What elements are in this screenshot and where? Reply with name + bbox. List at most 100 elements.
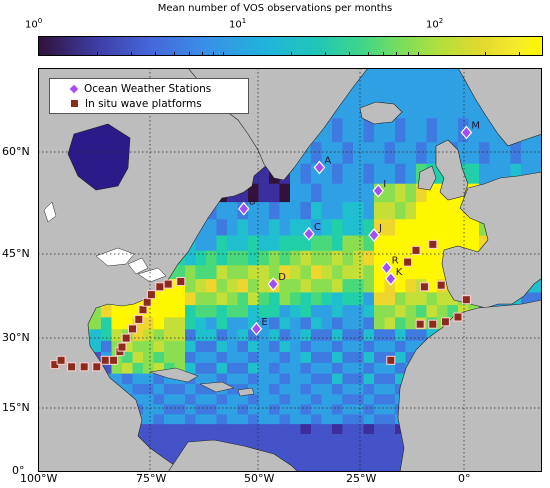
- density-cell: [132, 373, 144, 385]
- density-cell: [248, 201, 259, 220]
- density-cell: [174, 317, 186, 330]
- density-cell: [332, 278, 343, 293]
- ocean-weather-station-marker: [313, 160, 326, 175]
- density-cell: [332, 404, 343, 415]
- density-cell: [458, 68, 469, 92]
- density-cell: [269, 235, 280, 251]
- density-cell: [321, 423, 333, 434]
- density-cell: [332, 201, 343, 220]
- density-cell: [237, 292, 249, 306]
- colorbar-minor-tick: [484, 52, 486, 55]
- density-cell: [531, 278, 542, 293]
- density-cell: [90, 340, 102, 352]
- density-cell: [395, 183, 406, 203]
- density-cell: [363, 118, 375, 143]
- density-cell: [227, 393, 238, 405]
- density-cell: [405, 328, 417, 341]
- density-cell: [227, 340, 238, 352]
- density-cell: [164, 340, 175, 352]
- density-cell: [227, 351, 238, 363]
- lat-label-equator: 0°: [12, 464, 25, 477]
- density-cell: [342, 433, 354, 444]
- density-cell: [447, 118, 459, 143]
- density-cell: [290, 317, 301, 330]
- density-cell: [374, 328, 385, 341]
- density-cell: [269, 201, 280, 220]
- density-cell: [269, 404, 280, 415]
- density-cell: [206, 423, 217, 434]
- scandinavia: [457, 68, 542, 147]
- density-cell: [332, 462, 343, 472]
- density-cell: [258, 393, 270, 405]
- density-cell: [384, 393, 396, 405]
- density-cell: [311, 340, 322, 352]
- density-cell: [521, 141, 532, 164]
- density-cell: [269, 183, 280, 203]
- wave-platform-marker: [79, 362, 89, 372]
- map-frame: [38, 68, 542, 472]
- density-cell: [363, 404, 375, 415]
- density-cell: [227, 423, 238, 434]
- density-cell: [227, 218, 238, 236]
- density-cell: [300, 351, 312, 363]
- density-cell: [321, 351, 333, 363]
- density-cell: [237, 362, 249, 374]
- density-cell: [437, 292, 448, 306]
- density-cell: [311, 373, 322, 385]
- density-cell: [237, 393, 249, 405]
- density-cell: [395, 328, 406, 341]
- density-cell: [374, 68, 385, 92]
- density-cell: [300, 163, 312, 184]
- density-cell: [153, 317, 165, 330]
- wave-platform-marker: [109, 355, 119, 365]
- density-cell: [342, 218, 354, 236]
- density-cell: [122, 362, 133, 374]
- density-cell: [416, 118, 427, 143]
- density-cell: [342, 462, 354, 472]
- density-cell: [258, 304, 270, 318]
- legend-row-stations: Ocean Weather Stations: [50, 81, 211, 96]
- density-cell: [153, 304, 165, 318]
- density-cell: [248, 328, 259, 341]
- density-cell: [122, 317, 133, 330]
- density-cell: [195, 328, 207, 341]
- density-cell: [311, 218, 322, 236]
- ireland: [417, 165, 437, 191]
- density-cell: [458, 218, 469, 236]
- density-cell: [153, 423, 165, 434]
- density-cell: [416, 91, 427, 119]
- density-cell: [311, 443, 322, 454]
- density-cell: [395, 91, 406, 119]
- caribbean-islands: [149, 367, 255, 397]
- density-cell: [426, 250, 438, 266]
- density-cell: [384, 362, 396, 374]
- ocean-weather-station-marker: [372, 183, 384, 198]
- density-cell: [311, 317, 322, 330]
- density-cell: [311, 201, 322, 220]
- density-cell: [227, 362, 238, 374]
- density-cell: [416, 304, 427, 318]
- density-cell: [132, 304, 144, 318]
- density-cell: [300, 328, 312, 341]
- density-cell: [311, 383, 322, 395]
- density-cell: [258, 163, 270, 184]
- density-cell: [458, 235, 469, 251]
- density-cell: [395, 433, 406, 444]
- density-cell: [111, 304, 123, 318]
- density-cell: [416, 218, 427, 236]
- density-cell: [363, 373, 375, 385]
- density-cell: [269, 423, 280, 434]
- density-cell: [153, 351, 165, 363]
- station-label: K: [396, 267, 403, 278]
- density-cell: [258, 351, 270, 363]
- density-cell: [258, 328, 270, 341]
- station-label: D: [278, 272, 286, 283]
- ocean-weather-station-marker: [238, 201, 250, 216]
- density-cell: [153, 383, 165, 395]
- density-cell: [468, 141, 480, 164]
- density-cell: [500, 163, 511, 184]
- density-cell: [311, 351, 322, 363]
- density-cell: [447, 91, 459, 119]
- density-cell: [279, 264, 291, 280]
- wave-platform-marker: [436, 280, 446, 290]
